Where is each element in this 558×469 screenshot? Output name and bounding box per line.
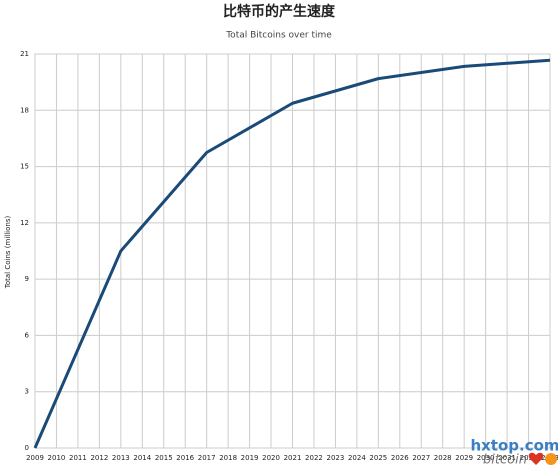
x-tick-label: 2024 [348, 454, 366, 462]
watermark-brand: bitcoin [483, 453, 527, 468]
plot: 0 3 6 9 12 15 18 21 2009 2010 2011 2012 2013 2014 2015… [20, 50, 558, 462]
x-tick-label: 2010 [48, 454, 66, 462]
chart-subtitle: Total Bitcoins over time [225, 31, 332, 41]
x-tick-label: 2022 [305, 454, 323, 462]
x-tick-label: 2015 [155, 454, 173, 462]
x-tick-label: 2020 [262, 454, 280, 462]
watermark-site: hxtop.com [470, 437, 558, 455]
y-tick-label: 9 [25, 275, 29, 283]
y-tick-label: 3 [25, 388, 29, 396]
y-tick-label: 21 [20, 50, 29, 58]
x-tick-label: 2021 [284, 454, 302, 462]
x-tick-label: 2025 [369, 454, 387, 462]
watermark: hxtop.com bitcoin [470, 437, 558, 468]
x-tick-label: 2017 [198, 454, 216, 462]
x-tick-label: 2032 [520, 454, 538, 462]
x-tick-label: 2019 [241, 454, 259, 462]
x-tick-label: 2011 [69, 454, 87, 462]
y-tick-label: 18 [20, 106, 29, 114]
x-tick-label: 2014 [133, 454, 151, 462]
x-tick-label: 2023 [327, 454, 345, 462]
x-tick-label: 2028 [434, 454, 452, 462]
x-tick-label: 2016 [176, 454, 194, 462]
x-tick-label: 2029 [455, 454, 473, 462]
chart-title: 比特币的产生速度 [223, 3, 336, 20]
x-tick-label: 2027 [412, 454, 430, 462]
x-tick-label: 2012 [90, 454, 108, 462]
y-tick-label: 6 [25, 331, 30, 339]
x-tick-label: 2018 [219, 454, 237, 462]
x-tick-label: 2009 [26, 454, 44, 462]
y-tick-label: 0 [25, 444, 29, 452]
y-tick-label: 15 [20, 163, 29, 171]
x-tick-label: 2026 [391, 454, 409, 462]
x-tick-label: 2013 [112, 454, 130, 462]
x-tick-label: 2030 [477, 454, 495, 462]
line-series [33, 58, 551, 449]
coin-icon [545, 453, 557, 465]
y-axis-label: Total Coins (millions) [4, 216, 12, 290]
x-tick-label: 2031 [498, 454, 516, 462]
y-tick-label: 12 [20, 219, 29, 227]
heart-icon [528, 452, 544, 465]
